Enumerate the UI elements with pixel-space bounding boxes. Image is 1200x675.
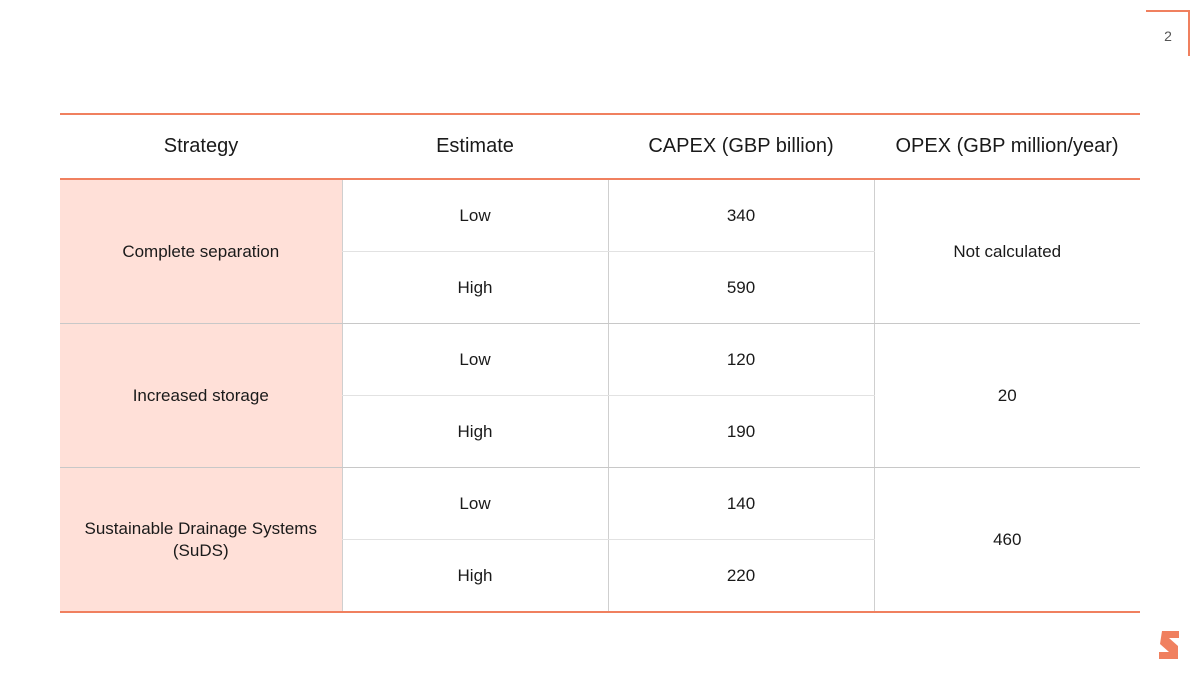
- page-number: 2: [1164, 28, 1172, 44]
- table-row: High 590: [60, 251, 1140, 324]
- cost-table-container: Strategy Estimate CAPEX (GBP billion) OP…: [60, 113, 1140, 613]
- opex-cell: 460: [873, 467, 1140, 613]
- capex-cell: 590: [607, 251, 874, 324]
- table-row: High 190: [60, 395, 1140, 468]
- header-capex: CAPEX (GBP billion): [608, 113, 874, 180]
- table-row: Increased storage Low 120 20: [60, 323, 1140, 468]
- corner-accent-horizontal: [1146, 10, 1190, 12]
- estimate-cell: Low: [341, 467, 608, 540]
- table-row: High 220: [60, 539, 1140, 613]
- table-row: Complete separation Low 340 Not calculat…: [60, 179, 1140, 324]
- capex-cell: 120: [607, 323, 874, 396]
- header-estimate: Estimate: [342, 113, 608, 180]
- capex-cell: 190: [607, 395, 874, 468]
- estimate-cell: Low: [341, 323, 608, 396]
- opex-cell: Not calculated: [873, 179, 1140, 324]
- cost-table: Strategy Estimate CAPEX (GBP billion) OP…: [60, 113, 1140, 613]
- table-row: Sustainable Drainage Systems (SuDS) Low …: [60, 467, 1140, 613]
- estimate-cell: Low: [341, 179, 608, 252]
- strategy-cell: Complete separation: [60, 179, 342, 324]
- strategy-cell: Increased storage: [60, 323, 342, 468]
- capex-cell: 340: [607, 179, 874, 252]
- table-header-row: Strategy Estimate CAPEX (GBP billion) OP…: [60, 113, 1140, 180]
- opex-cell: 20: [873, 323, 1140, 468]
- strategy-cell: Sustainable Drainage Systems (SuDS): [60, 467, 342, 613]
- brand-s-logo-icon: [1159, 631, 1179, 659]
- header-opex: OPEX (GBP million/year): [874, 113, 1140, 180]
- estimate-cell: High: [341, 251, 608, 324]
- capex-cell: 220: [607, 539, 874, 613]
- estimate-cell: High: [341, 539, 608, 613]
- estimate-cell: High: [341, 395, 608, 468]
- corner-accent-vertical: [1188, 10, 1190, 56]
- capex-cell: 140: [607, 467, 874, 540]
- header-strategy: Strategy: [60, 113, 342, 180]
